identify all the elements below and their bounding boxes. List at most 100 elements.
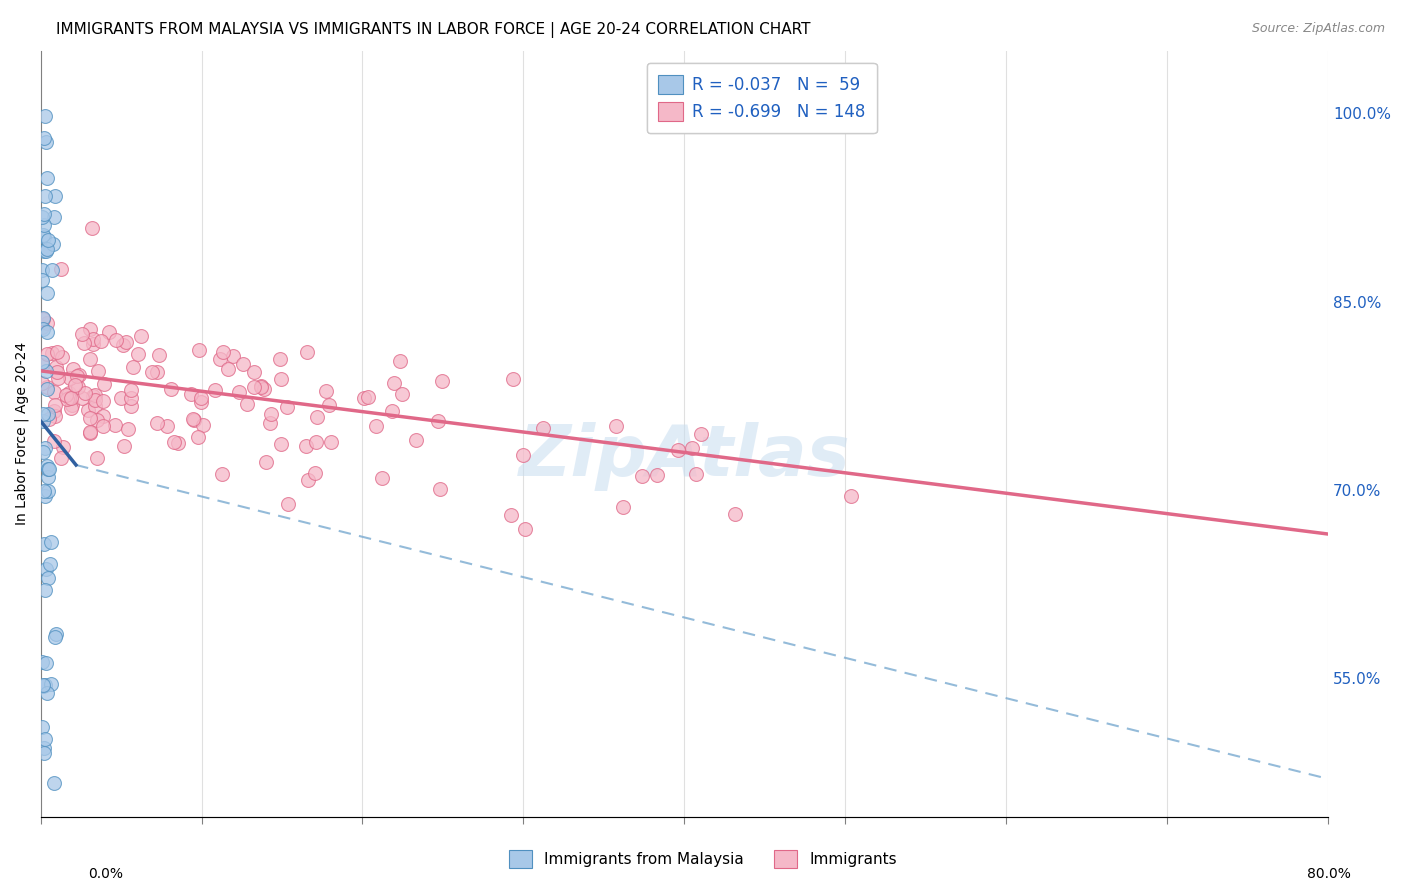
Point xyxy=(212,344,235,359)
Point xyxy=(104,417,127,432)
Point xyxy=(259,416,281,430)
Point xyxy=(79,322,101,336)
Point xyxy=(44,630,66,644)
Point xyxy=(382,376,405,390)
Point xyxy=(612,500,634,514)
Point xyxy=(183,412,205,426)
Legend: Immigrants from Malaysia, Immigrants: Immigrants from Malaysia, Immigrants xyxy=(502,843,904,875)
Point xyxy=(35,346,58,360)
Point xyxy=(34,562,56,576)
Point xyxy=(70,392,93,406)
Point xyxy=(34,489,56,503)
Point xyxy=(93,418,115,433)
Point xyxy=(37,483,59,498)
Point xyxy=(83,388,105,402)
Point xyxy=(91,394,114,409)
Point xyxy=(93,377,115,392)
Point xyxy=(31,263,53,277)
Point xyxy=(37,459,59,474)
Point xyxy=(32,322,55,336)
Point xyxy=(37,407,59,421)
Point xyxy=(430,374,453,388)
Point xyxy=(405,434,427,448)
Point xyxy=(366,419,388,434)
Point xyxy=(67,368,90,382)
Point xyxy=(305,409,328,424)
Point xyxy=(44,409,66,423)
Point xyxy=(685,467,707,481)
Point xyxy=(41,263,63,277)
Point xyxy=(44,188,66,202)
Point xyxy=(77,403,100,417)
Point xyxy=(32,244,55,258)
Point xyxy=(204,383,226,397)
Point xyxy=(254,455,277,469)
Point xyxy=(34,582,56,597)
Point xyxy=(42,434,65,448)
Point xyxy=(56,392,79,406)
Point xyxy=(48,371,70,385)
Point xyxy=(187,430,209,444)
Point xyxy=(35,326,58,340)
Point xyxy=(37,686,59,700)
Point xyxy=(160,382,183,396)
Point xyxy=(82,389,104,403)
Point xyxy=(39,534,62,549)
Point xyxy=(249,379,271,393)
Point xyxy=(34,131,56,145)
Point xyxy=(79,425,101,440)
Point xyxy=(35,286,58,301)
Point xyxy=(146,365,169,379)
Point xyxy=(513,522,536,536)
Point xyxy=(42,237,65,252)
Point xyxy=(32,746,55,760)
Point xyxy=(73,386,96,401)
Point xyxy=(163,434,186,449)
Point xyxy=(167,435,190,450)
Point xyxy=(353,391,375,405)
Point xyxy=(38,461,60,475)
Point xyxy=(86,451,108,466)
Point xyxy=(681,441,703,455)
Point xyxy=(46,365,69,379)
Point xyxy=(34,442,56,456)
Point xyxy=(690,426,713,441)
Point xyxy=(34,732,56,747)
Point xyxy=(37,380,59,394)
Y-axis label: In Labor Force | Age 20-24: In Labor Force | Age 20-24 xyxy=(15,342,30,525)
Point xyxy=(32,207,55,221)
Point xyxy=(31,273,53,287)
Point xyxy=(79,411,101,425)
Point xyxy=(117,422,139,436)
Point xyxy=(37,570,59,584)
Point xyxy=(297,474,319,488)
Point xyxy=(79,352,101,367)
Point xyxy=(305,434,328,449)
Point xyxy=(82,337,104,351)
Point xyxy=(32,741,55,756)
Point xyxy=(183,413,205,427)
Point xyxy=(59,391,82,405)
Point xyxy=(188,343,211,357)
Point xyxy=(35,383,58,397)
Point xyxy=(35,242,58,256)
Text: Source: ZipAtlas.com: Source: ZipAtlas.com xyxy=(1251,22,1385,36)
Point xyxy=(35,657,58,671)
Point xyxy=(31,376,53,390)
Point xyxy=(84,393,107,408)
Point xyxy=(73,335,96,350)
Point xyxy=(32,310,55,325)
Text: 80.0%: 80.0% xyxy=(1306,867,1351,881)
Point xyxy=(35,170,58,185)
Point xyxy=(35,364,58,378)
Text: 0.0%: 0.0% xyxy=(89,867,122,881)
Point xyxy=(228,385,250,400)
Point xyxy=(91,409,114,423)
Point xyxy=(260,407,283,421)
Point xyxy=(34,678,56,692)
Point xyxy=(31,445,53,459)
Point xyxy=(38,412,60,426)
Point xyxy=(839,489,862,503)
Point xyxy=(243,365,266,379)
Point xyxy=(90,334,112,348)
